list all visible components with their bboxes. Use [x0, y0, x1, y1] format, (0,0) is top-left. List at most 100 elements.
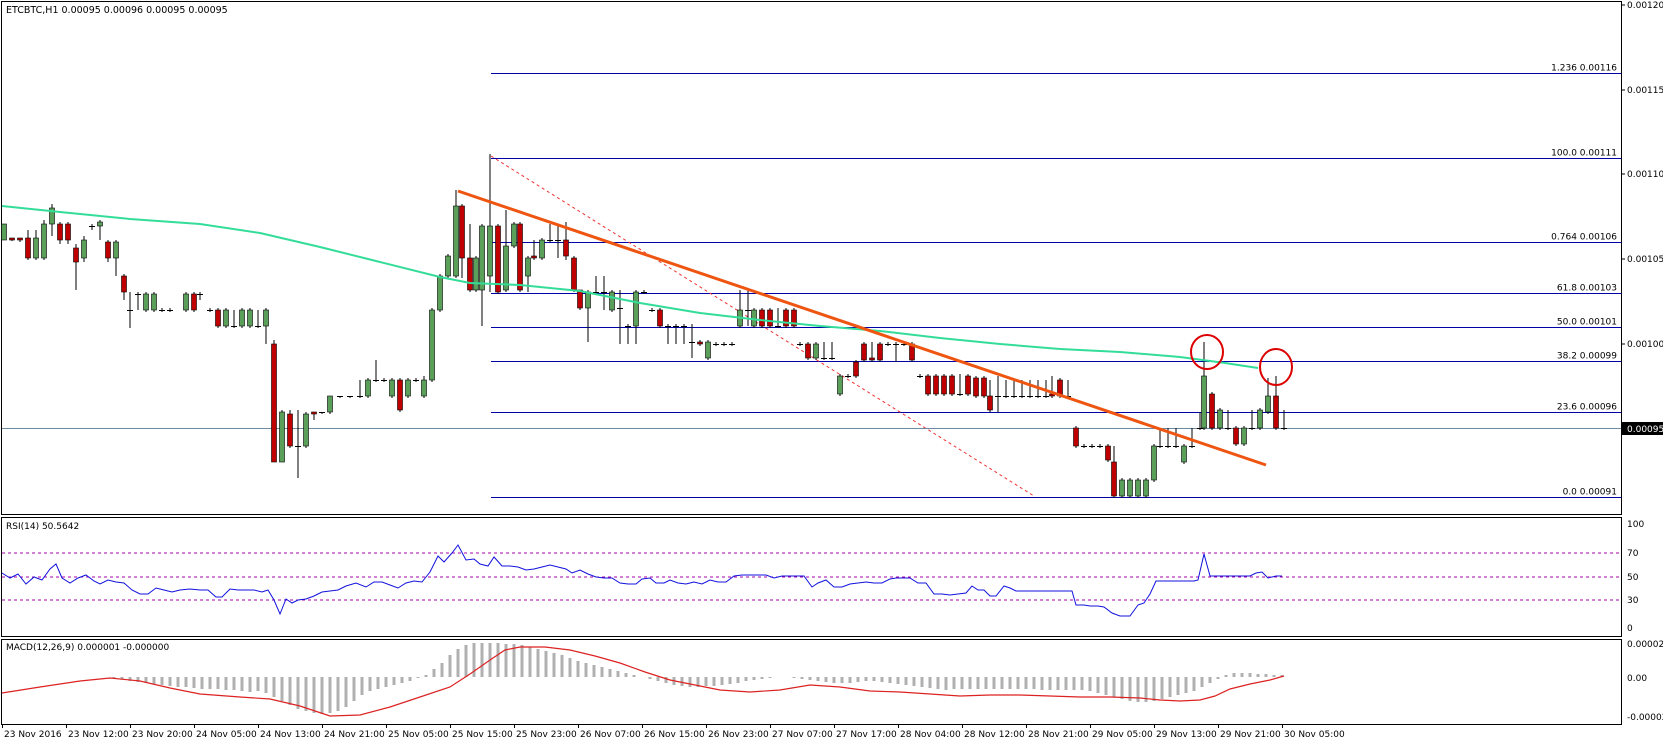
time-tick-label: 25 Nov 05:00 — [388, 730, 449, 740]
time-tick-label: 24 Nov 21:00 — [324, 730, 385, 740]
fib-level-label: 23.6 0.00096 — [1557, 403, 1617, 413]
fib-level-label: 100.0 0.00111 — [1551, 149, 1617, 159]
candle-body — [585, 291, 591, 309]
candle-body — [925, 375, 931, 395]
candle-body — [577, 289, 583, 309]
candle-body — [1119, 479, 1125, 497]
candle-body — [1, 223, 7, 241]
candle-body — [479, 225, 485, 291]
candle-body — [223, 309, 229, 327]
candle-body — [1241, 427, 1247, 445]
candle-body — [17, 237, 23, 241]
candle-body — [531, 255, 537, 259]
resistance-marker-circle — [1259, 348, 1293, 386]
candle-body — [751, 309, 757, 327]
candle-body — [437, 275, 443, 311]
chart-title: ETCBTC,H1 0.00095 0.00096 0.00095 0.0009… — [6, 5, 228, 16]
candle-body — [1105, 445, 1111, 461]
candle-body — [487, 225, 493, 277]
candle-body — [1151, 445, 1157, 481]
candle-body — [247, 309, 253, 327]
candle-body — [759, 309, 765, 327]
main-panel-frame — [1, 1, 1622, 515]
time-tick-label: 25 Nov 15:00 — [452, 730, 513, 740]
candle-body — [1265, 395, 1271, 413]
descending-trendline — [457, 189, 1267, 467]
candle-body — [949, 375, 955, 395]
candle-body — [271, 343, 277, 463]
macd-tick-label: 0.000022 — [1627, 640, 1663, 650]
candles — [1, 154, 1287, 498]
price-tick-label: 0.00100 — [1627, 340, 1663, 350]
time-tick-label: 24 Nov 05:00 — [196, 730, 257, 740]
rsi-tick-label: 50 — [1627, 573, 1639, 583]
time-tick-label: 26 Nov 07:00 — [580, 730, 641, 740]
time-tick-label: 29 Nov 13:00 — [1156, 730, 1217, 740]
fib-level-label: 61.8 0.00103 — [1557, 284, 1617, 294]
fib-level-label: 1.236 0.00116 — [1551, 64, 1617, 74]
candle-body — [263, 309, 269, 327]
candle-body — [869, 357, 875, 361]
candle-body — [421, 379, 427, 397]
macd-tick-label: -0.000027 — [1627, 713, 1663, 723]
candle-body — [1217, 409, 1223, 429]
candle-body — [1201, 375, 1207, 429]
price-tick-label: 0.00120 — [1627, 1, 1663, 11]
candle-body — [805, 343, 811, 359]
candle-body — [525, 257, 531, 277]
rsi-tick-label: 100 — [1627, 520, 1644, 530]
candle-body — [571, 257, 577, 291]
candle-body — [539, 239, 545, 259]
candle-body — [791, 309, 797, 327]
candle-body — [941, 375, 947, 395]
candle-body — [105, 241, 111, 259]
candle-body — [633, 291, 639, 327]
time-tick-label: 30 Nov 05:00 — [1284, 730, 1345, 740]
candle-body — [57, 223, 63, 241]
fib-level-label: 0.0 0.00091 — [1563, 488, 1617, 498]
rsi-panel-frame — [1, 517, 1622, 637]
candle-body — [1073, 427, 1079, 447]
moving-average-line — [1, 205, 1259, 369]
time-tick-label: 26 Nov 23:00 — [708, 730, 769, 740]
candle-body — [239, 309, 245, 327]
candle-body — [143, 293, 149, 311]
candle-body — [1127, 479, 1133, 497]
rsi-axis: 100 70 50 30 0 — [1627, 520, 1644, 634]
time-tick-label: 26 Nov 15:00 — [644, 730, 705, 740]
fib-level-label: 0.764 0.00106 — [1551, 233, 1617, 243]
candle-body — [965, 375, 971, 395]
macd-axis: 0.000022 0.00 -0.000027 — [1627, 640, 1663, 723]
macd-panel-frame — [1, 639, 1622, 725]
candle-body — [49, 207, 55, 225]
time-tick-label: 24 Nov 13:00 — [260, 730, 321, 740]
candle-body — [73, 247, 79, 263]
candle-body — [853, 361, 859, 377]
candle-body — [783, 309, 789, 327]
candle-body — [365, 379, 371, 397]
candle-body — [1135, 479, 1141, 497]
time-tick-label: 28 Nov 04:00 — [900, 730, 961, 740]
time-tick-label: 27 Nov 07:00 — [772, 730, 833, 740]
time-tick-label: 29 Nov 05:00 — [1092, 730, 1153, 740]
candle-body — [327, 395, 333, 413]
candle-body — [861, 343, 867, 361]
time-tick-label: 23 Nov 20:00 — [132, 730, 193, 740]
candle-body — [215, 309, 221, 327]
candle-body — [563, 239, 569, 257]
price-tick-label: 0.00115 — [1627, 86, 1663, 96]
candle-body — [813, 343, 819, 359]
candle-body — [1181, 445, 1187, 463]
rsi-tick-label: 30 — [1627, 596, 1639, 606]
time-tick-label: 28 Nov 12:00 — [964, 730, 1025, 740]
candle-body — [311, 411, 317, 415]
candle-body — [65, 223, 71, 241]
candle-body — [609, 291, 615, 311]
macd-tick-label: 0.00 — [1627, 674, 1647, 684]
candle-body — [389, 379, 395, 397]
fib-level-label: 38.2 0.00099 — [1557, 352, 1617, 362]
candle-body — [1111, 461, 1117, 497]
candle-body — [183, 293, 189, 311]
fibonacci-levels: 1.236 0.00116 100.0 0.00111 0.764 0.00106 6… — [491, 64, 1621, 498]
